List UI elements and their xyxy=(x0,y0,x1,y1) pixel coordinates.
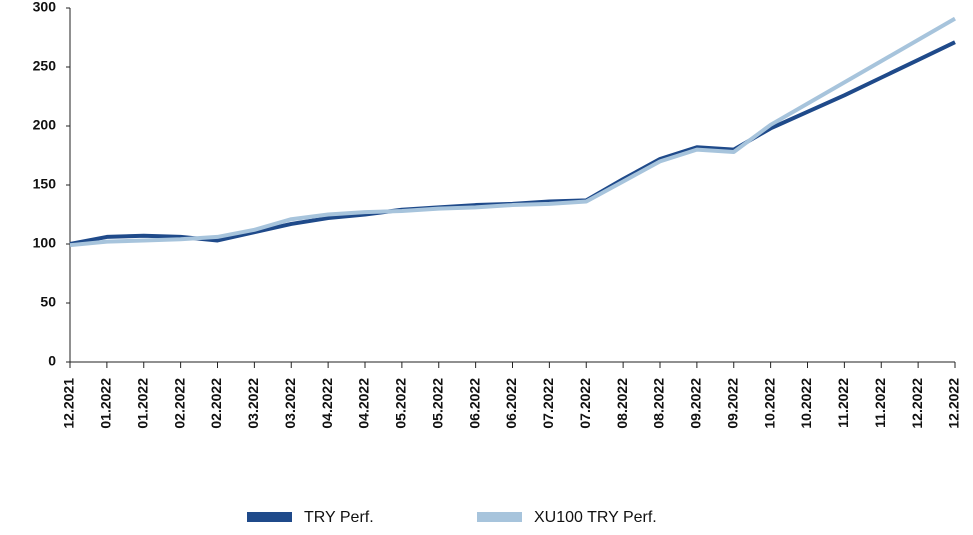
y-tick-label: 50 xyxy=(40,294,56,310)
y-tick-label: 100 xyxy=(33,235,57,251)
legend-label: XU100 TRY Perf. xyxy=(534,509,657,526)
x-tick-label: 07.2022 xyxy=(577,378,593,429)
x-tick-label: 07.2022 xyxy=(540,378,556,429)
x-tick-label: 05.2022 xyxy=(393,378,409,429)
x-tick-label: 08.2022 xyxy=(614,378,630,429)
series-line xyxy=(69,16,956,248)
y-tick-label: 0 xyxy=(48,353,56,369)
legend-label: TRY Perf. xyxy=(304,509,374,526)
x-tick-label: 11.2022 xyxy=(872,378,888,428)
x-tick-label: 12.2022 xyxy=(909,378,925,429)
x-tick-label: 06.2022 xyxy=(466,378,482,429)
y-tick-label: 300 xyxy=(33,0,57,15)
x-tick-label: 04.2022 xyxy=(356,378,372,429)
x-tick-label: 12.2022 xyxy=(946,378,962,429)
x-tick-label: 08.2022 xyxy=(651,378,667,429)
x-tick-label: 10.2022 xyxy=(761,378,777,429)
x-tick-label: 02.2022 xyxy=(208,378,224,429)
x-tick-label: 06.2022 xyxy=(503,378,519,429)
x-tick-label: 10.2022 xyxy=(798,378,814,429)
y-tick-label: 250 xyxy=(33,58,57,74)
series-line xyxy=(69,40,956,246)
x-tick-label: 01.2022 xyxy=(98,378,114,429)
x-tick-label: 11.2022 xyxy=(835,378,851,428)
x-tick-label: 09.2022 xyxy=(724,378,740,429)
legend-swatch xyxy=(247,512,292,522)
x-tick-label: 01.2022 xyxy=(134,378,150,429)
y-tick-label: 200 xyxy=(33,117,57,133)
x-tick-label: 09.2022 xyxy=(688,378,704,429)
x-tick-label: 05.2022 xyxy=(429,378,445,429)
legend-swatch xyxy=(477,512,522,522)
x-tick-label: 04.2022 xyxy=(319,378,335,429)
x-tick-label: 03.2022 xyxy=(245,378,261,429)
x-tick-label: 02.2022 xyxy=(171,378,187,429)
x-tick-label: 03.2022 xyxy=(282,378,298,429)
x-tick-label: 12.2021 xyxy=(61,378,77,429)
y-tick-label: 150 xyxy=(33,176,57,192)
